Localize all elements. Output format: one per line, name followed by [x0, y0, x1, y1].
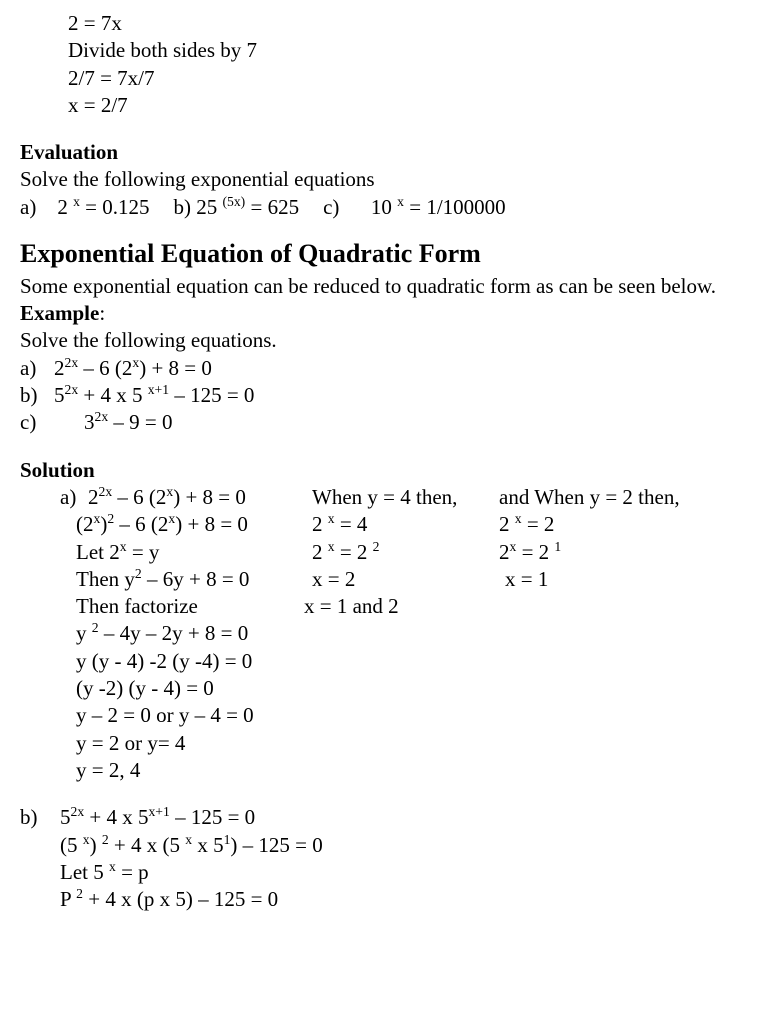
pre-work-block: 2 = 7x Divide both sides by 7 2/7 = 7x/7… — [68, 10, 740, 119]
line-3: 2/7 = 7x/7 — [68, 65, 740, 92]
solution-a-left: a) 22x – 6 (2x) + 8 = 0 (2x)2 – 6 (2x) +… — [60, 484, 290, 784]
section-intro: Some exponential equation can be reduced… — [20, 273, 740, 300]
example-a: a) 22x – 6 (2x) + 8 = 0 — [20, 355, 740, 382]
evaluation-prompt: Solve the following exponential equation… — [20, 166, 740, 193]
evaluation-items: a) 2 x = 0.125 b) 25 (5x) = 625 c) 10 x … — [20, 194, 740, 221]
example-b-expr: 52x + 4 x 5 x+1 – 125 = 0 — [54, 382, 254, 409]
example-c-expr: 32x – 9 = 0 — [84, 409, 172, 436]
solution-heading: Solution — [20, 457, 740, 484]
example-prompt: Solve the following equations. — [20, 327, 740, 354]
solution-a-middle: When y = 4 then, 2 x = 4 2 x = 2 2 x = 2… — [312, 484, 477, 784]
eval-a: a) 2 x = 0.125 — [20, 194, 150, 221]
section-title: Exponential Equation of Quadratic Form — [20, 237, 740, 271]
example-a-expr: 22x – 6 (2x) + 8 = 0 — [54, 355, 212, 382]
eval-c: c) 10 x = 1/100000 — [323, 194, 506, 221]
line-4: x = 2/7 — [68, 92, 740, 119]
solution-a-right: and When y = 2 then, 2 x = 2 2x = 2 1 x … — [499, 484, 680, 784]
example-c: c) 32x – 9 = 0 — [20, 409, 740, 436]
eval-b: b) 25 (5x) = 625 — [174, 194, 300, 221]
evaluation-heading: Evaluation — [20, 139, 740, 166]
line-2: Divide both sides by 7 — [68, 37, 740, 64]
example-b: b) 52x + 4 x 5 x+1 – 125 = 0 — [20, 382, 740, 409]
line-1: 2 = 7x — [68, 10, 740, 37]
solution-b-block: b) 52x + 4 x 5x+1 – 125 = 0 (5 x) 2 + 4 … — [20, 804, 740, 913]
example-label: Example: — [20, 300, 740, 327]
solution-a-block: a) 22x – 6 (2x) + 8 = 0 (2x)2 – 6 (2x) +… — [20, 484, 740, 784]
